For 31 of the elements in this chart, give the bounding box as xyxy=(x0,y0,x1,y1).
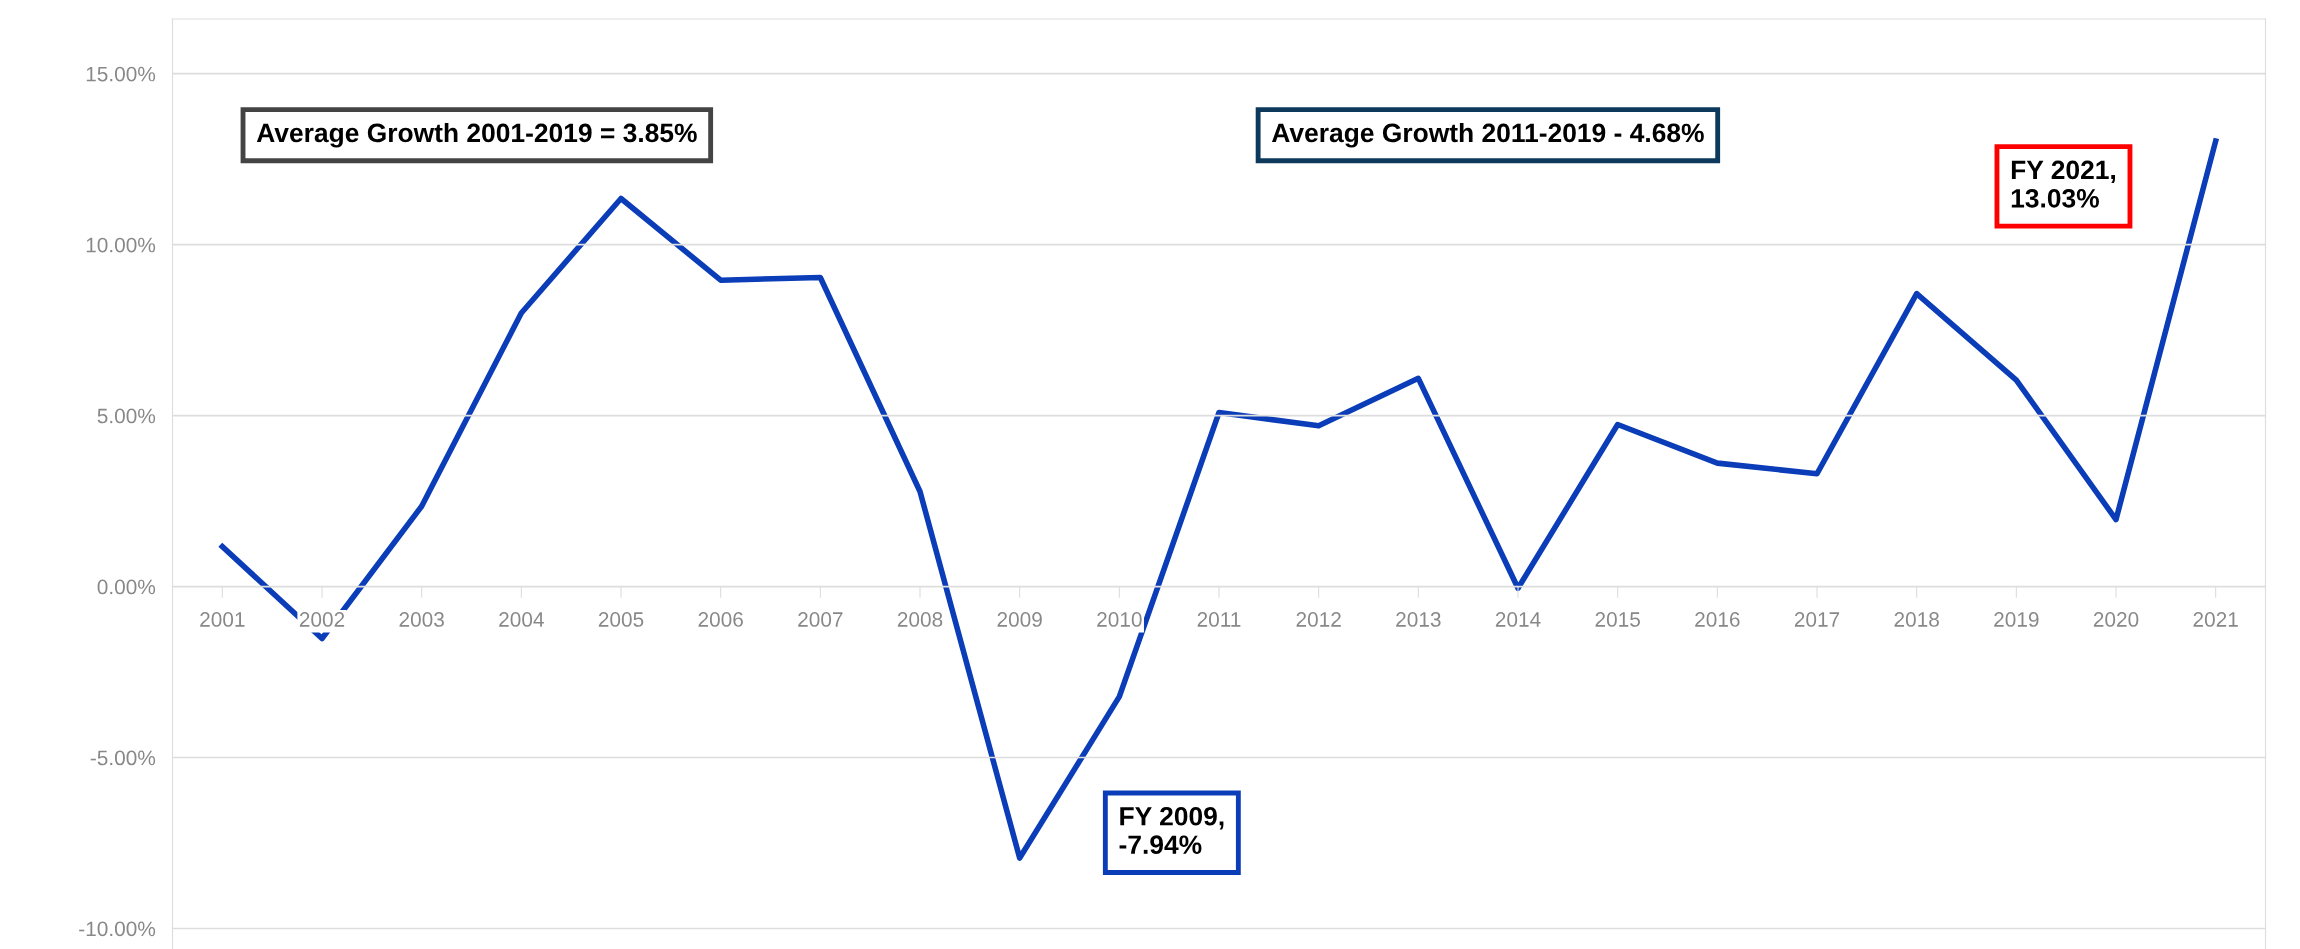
x-tick-label: 2007 xyxy=(798,612,843,627)
x-tick-label: 2012 xyxy=(1296,612,1341,627)
x-tick-label: 2004 xyxy=(499,612,544,627)
y-tick-label: -5.00% xyxy=(90,750,156,766)
x-tick-label: 2008 xyxy=(897,612,943,627)
x-tick-label: 2015 xyxy=(1595,612,1640,627)
annotation: FY 2021, 13.03% xyxy=(2011,160,2116,208)
x-tick-label: 2001 xyxy=(200,612,245,627)
x-tick-label: 2005 xyxy=(598,612,644,627)
annotation: Average Growth 2011-2019 - 4.68% xyxy=(1271,122,1704,148)
x-tick-label: 2017 xyxy=(1794,612,1840,627)
x-tick-label: 2020 xyxy=(2093,612,2139,627)
x-tick-label: 2002 xyxy=(299,612,345,627)
y-tick-label: 15.00% xyxy=(86,66,156,82)
annotation: FY 2009, -7.94% xyxy=(1119,806,1224,855)
x-tick-label: 2014 xyxy=(1495,612,1541,627)
x-tick-label: 2013 xyxy=(1396,612,1441,627)
x-tick-label: 2016 xyxy=(1695,612,1740,627)
annotation: Average Growth 2001-2019 = 3.85% xyxy=(256,122,697,148)
y-tick-label: 5.00% xyxy=(97,408,156,424)
y-tick-label: 10.00% xyxy=(86,237,156,253)
x-tick-label: 2010 xyxy=(1097,612,1142,627)
x-tick-label: 2009 xyxy=(997,612,1042,627)
x-tick-label: 2003 xyxy=(399,612,444,627)
y-tick-label: 0.00% xyxy=(97,579,156,595)
x-tick-label: 2019 xyxy=(1994,612,2039,627)
x-tick-label: 2011 xyxy=(1197,612,1241,627)
y-tick-label: -10.00% xyxy=(79,921,156,937)
x-tick-label: 2021 xyxy=(2193,612,2238,627)
x-tick-label: 2006 xyxy=(698,612,743,627)
x-tick-label: 2018 xyxy=(1894,612,1939,627)
